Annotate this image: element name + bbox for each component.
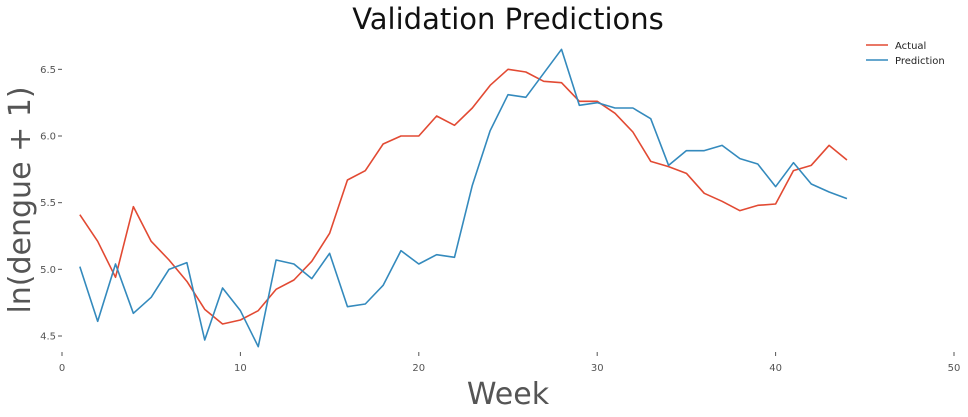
- y-tick-label: 6.5: [40, 65, 56, 76]
- x-tick-label: 30: [591, 363, 604, 374]
- legend: Actual Prediction: [866, 41, 945, 67]
- x-tick-label: 0: [59, 363, 65, 374]
- series-line-actual: [79, 68, 848, 325]
- y-tick-label: 4.5: [40, 332, 56, 343]
- y-tick-label: 5.5: [40, 198, 56, 209]
- legend-label-actual: Actual: [895, 41, 926, 52]
- y-axis-title: ln(dengue + 1): [3, 86, 38, 313]
- x-tick-label: 20: [412, 363, 425, 374]
- legend-label-prediction: Prediction: [895, 56, 945, 67]
- x-axis-title: Week: [467, 377, 550, 412]
- x-tick-label: 10: [234, 363, 247, 374]
- x-tick-label: 40: [769, 363, 782, 374]
- y-tick-label: 6.0: [40, 132, 56, 143]
- series-line-prediction: [79, 48, 848, 348]
- x-axis: 0 10 20 30 40 50: [59, 352, 961, 374]
- y-axis: 4.5 5.0 5.5 6.0 6.5: [40, 65, 62, 343]
- plot-area: [79, 48, 848, 348]
- chart-title: Validation Predictions: [352, 2, 664, 36]
- x-tick-label: 50: [948, 363, 961, 374]
- y-tick-label: 5.0: [40, 265, 56, 276]
